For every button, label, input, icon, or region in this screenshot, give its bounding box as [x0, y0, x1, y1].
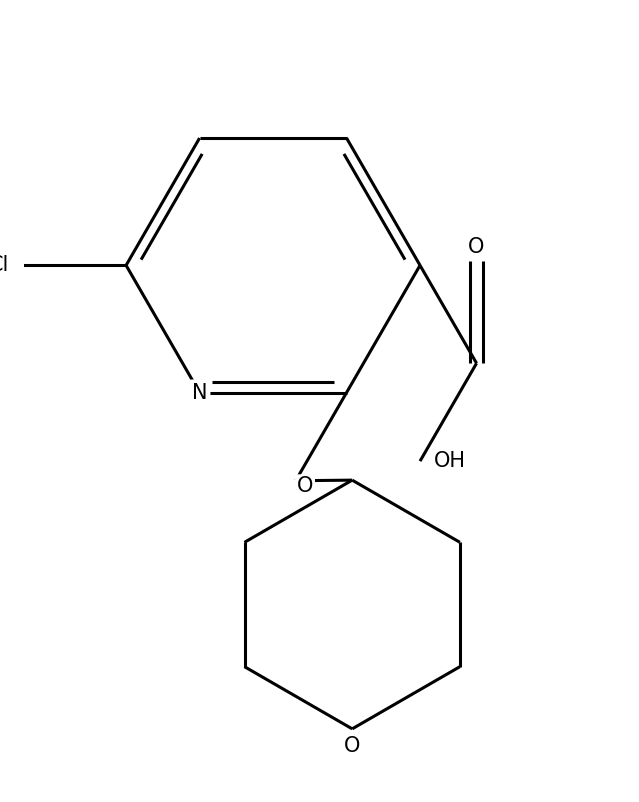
- Text: O: O: [296, 476, 313, 496]
- Text: Cl: Cl: [0, 255, 10, 275]
- Text: O: O: [468, 237, 485, 257]
- Text: OH: OH: [434, 452, 466, 471]
- Text: N: N: [192, 383, 207, 403]
- Text: O: O: [344, 735, 360, 755]
